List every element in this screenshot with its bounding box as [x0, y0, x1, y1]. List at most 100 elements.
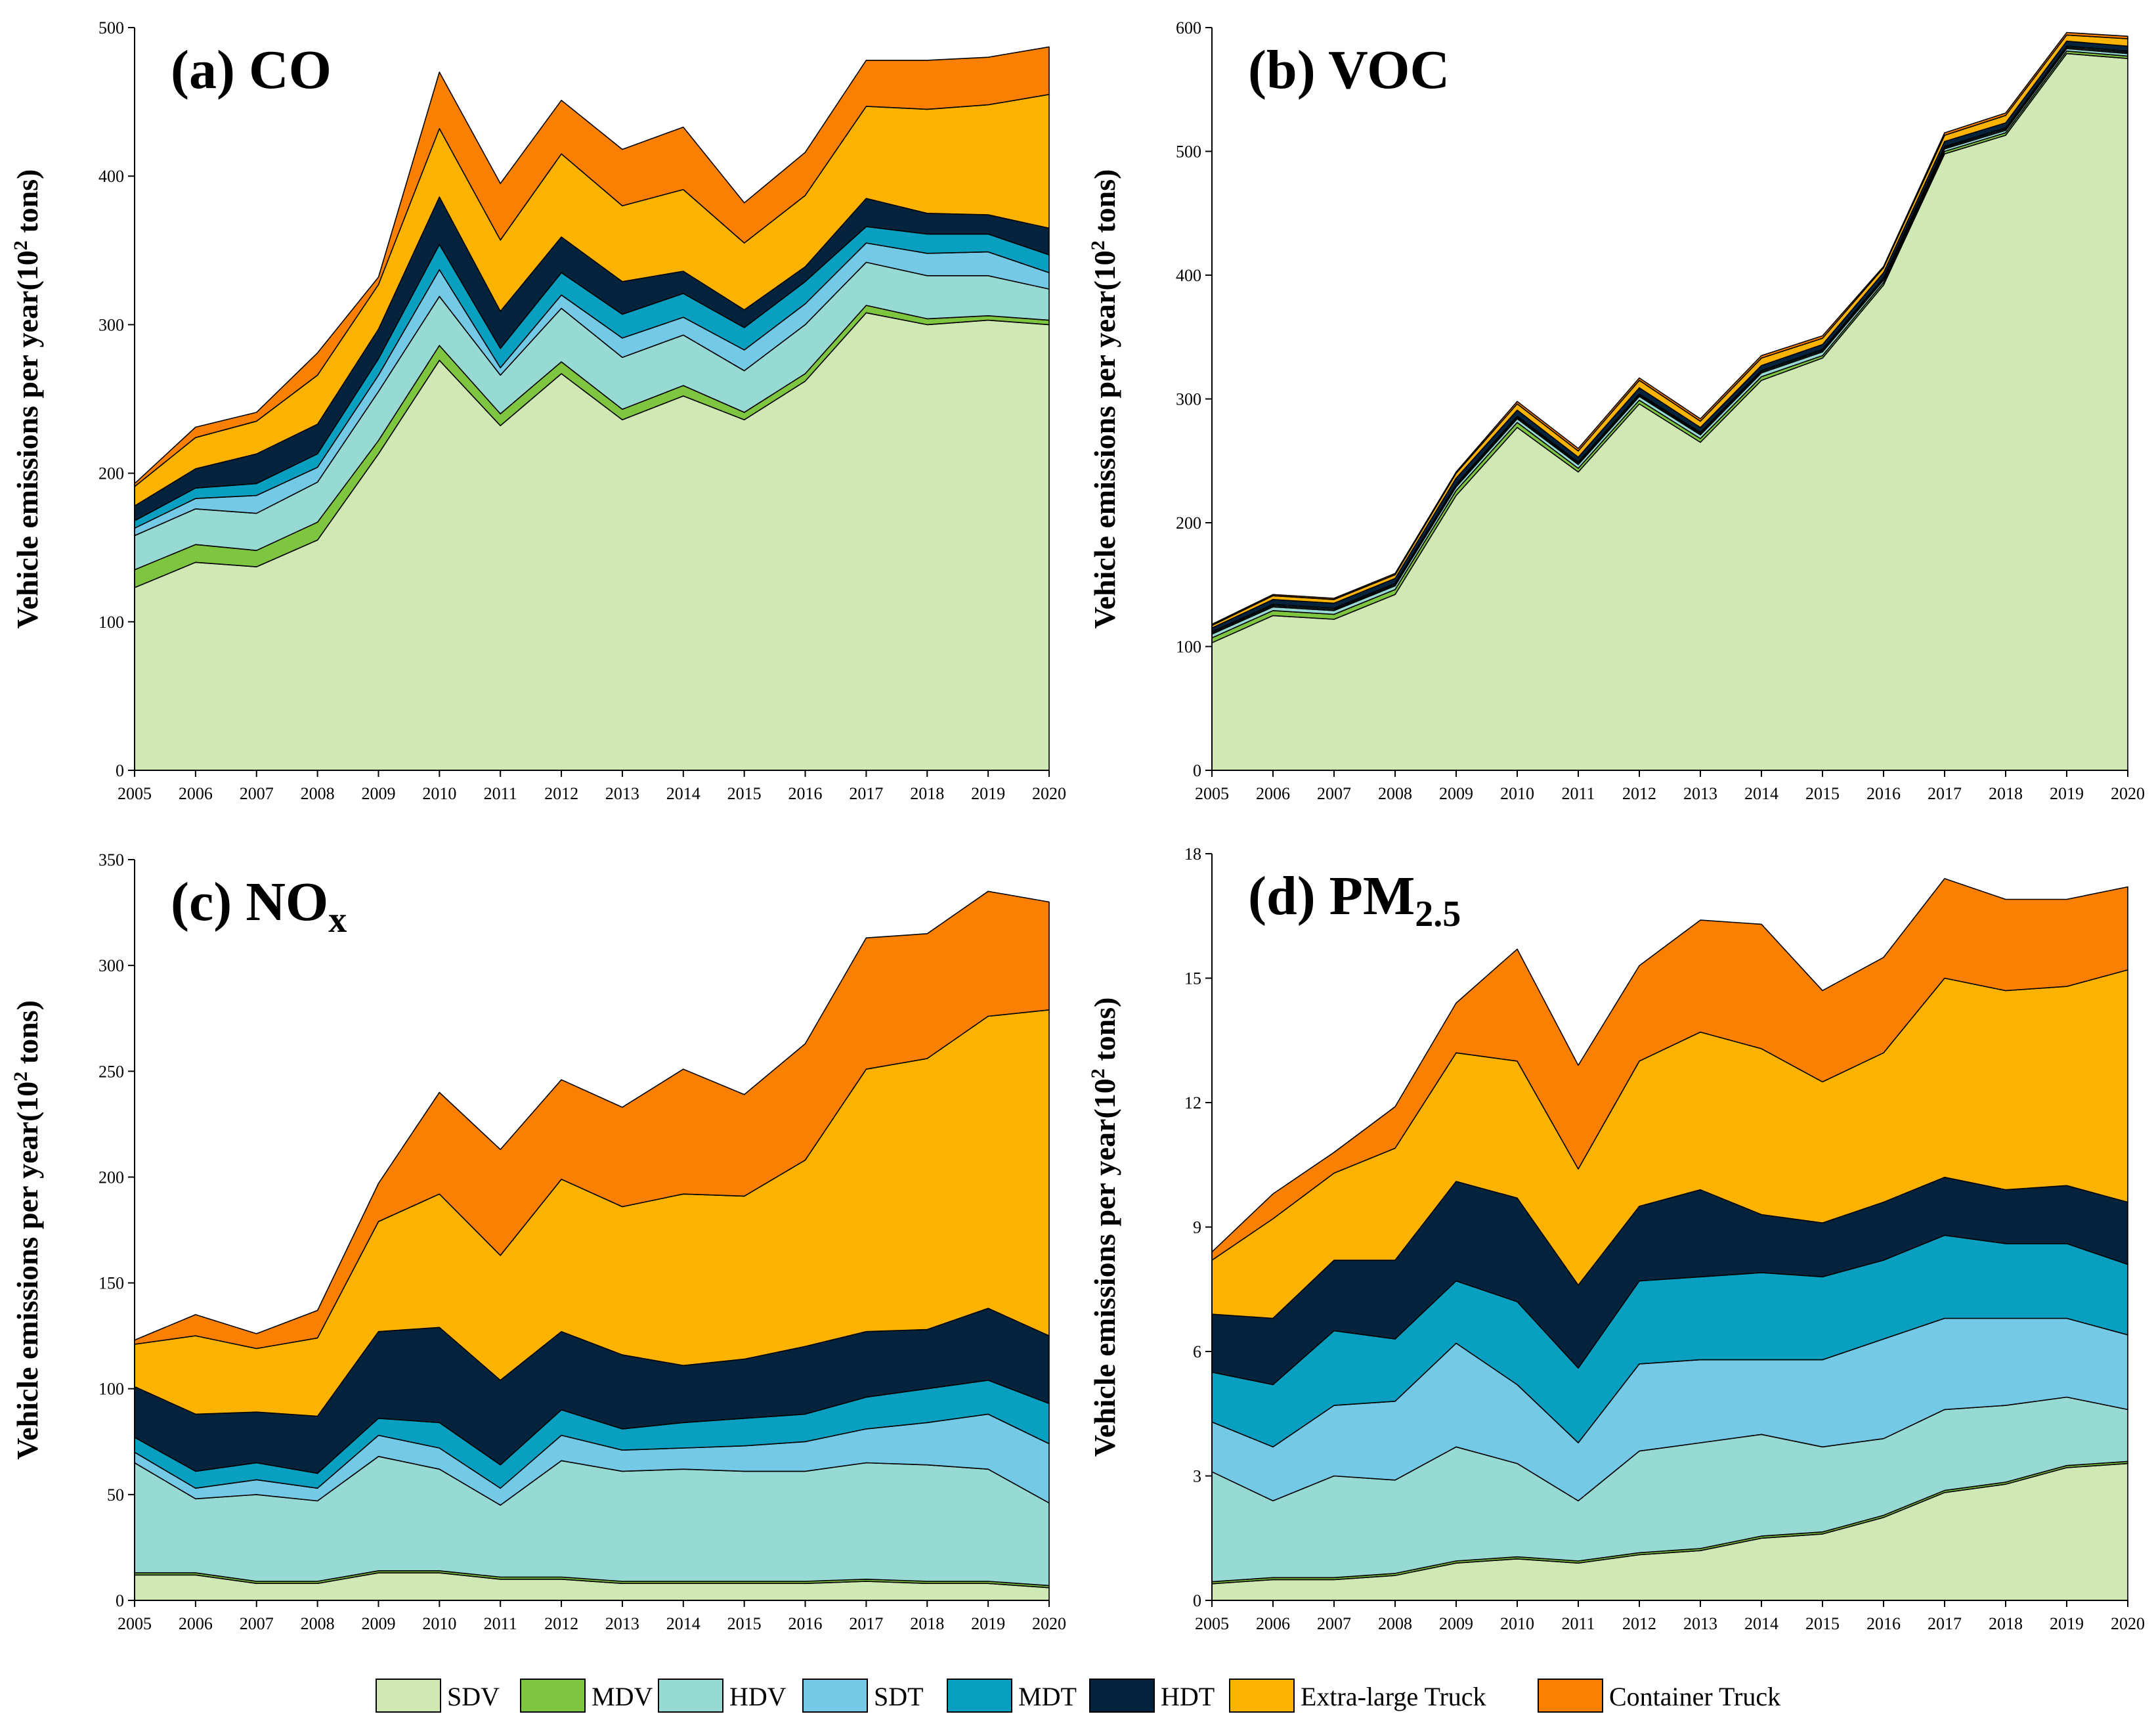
- legend-swatch: [658, 1679, 723, 1713]
- legend-swatch: [947, 1679, 1012, 1713]
- x-tick-label: 2016: [1866, 784, 1901, 803]
- x-tick-label: 2008: [1378, 1614, 1412, 1633]
- y-tick-label: 500: [1176, 143, 1201, 162]
- x-tick-label: 2019: [2050, 784, 2084, 803]
- x-tick-label: 2018: [1989, 1614, 2023, 1633]
- y-tick-label: 100: [98, 613, 124, 632]
- x-tick-label: 2013: [1683, 784, 1717, 803]
- y-tick-label: 300: [1176, 390, 1201, 409]
- area-container-truck: [1211, 32, 2128, 626]
- panel-title: (a) CO: [171, 39, 332, 100]
- legend-label: SDT: [874, 1682, 924, 1711]
- x-tick-label: 2011: [484, 1614, 517, 1633]
- legend-swatch: [1538, 1679, 1603, 1713]
- legend-label: Container Truck: [1609, 1682, 1780, 1711]
- x-tick-label: 2019: [971, 784, 1005, 803]
- x-tick-label: 2012: [1622, 1614, 1656, 1633]
- x-tick-label: 2015: [727, 1614, 762, 1633]
- y-tick-label: 100: [1176, 638, 1201, 657]
- x-tick-label: 2009: [361, 1614, 395, 1633]
- legend-label: SDV: [447, 1682, 500, 1711]
- y-tick-label: 400: [98, 167, 124, 186]
- x-tick-label: 2012: [1622, 784, 1656, 803]
- x-tick-label: 2017: [1928, 1614, 1962, 1633]
- area-container-truck: [134, 890, 1050, 1350]
- x-tick-label: 2013: [1683, 1614, 1717, 1633]
- y-tick-label: 3: [1193, 1467, 1201, 1486]
- y-tick-label: 400: [1176, 266, 1201, 285]
- legend-swatch: [520, 1679, 586, 1713]
- y-axis-title: Vehicle emissions per year(102 tons): [1087, 169, 1121, 629]
- x-tick-label: 2007: [240, 784, 274, 803]
- y-tick-label: 0: [1193, 761, 1201, 780]
- x-tick-label: 2013: [605, 1614, 639, 1633]
- legend-label: MDT: [1018, 1682, 1077, 1711]
- y-tick-label: 200: [1176, 514, 1201, 533]
- x-tick-label: 2016: [788, 784, 823, 803]
- y-tick-label: 12: [1184, 1093, 1201, 1112]
- x-tick-label: 2014: [666, 1614, 701, 1633]
- legend-swatch: [802, 1679, 868, 1713]
- x-tick-label: 2008: [1378, 784, 1412, 803]
- x-tick-label: 2017: [849, 784, 883, 803]
- x-tick-label: 2008: [301, 1614, 335, 1633]
- x-tick-label: 2019: [2050, 1614, 2084, 1633]
- panel-title: (d) PM2.5: [1248, 866, 1461, 934]
- legend-item-hdv: HDV: [658, 1679, 787, 1713]
- x-tick-label: 2011: [1561, 1614, 1595, 1633]
- x-tick-label: 2010: [422, 784, 456, 803]
- y-axis-title: Vehicle emissions per year(102 tons): [1087, 998, 1121, 1457]
- x-tick-label: 2006: [179, 1614, 213, 1633]
- x-tick-label: 2016: [1866, 1614, 1901, 1633]
- x-tick-label: 2009: [1439, 1614, 1473, 1633]
- x-tick-label: 2020: [2111, 1614, 2145, 1633]
- x-tick-label: 2020: [1032, 1614, 1066, 1633]
- y-tick-label: 200: [98, 464, 124, 483]
- x-tick-label: 2012: [544, 1614, 578, 1633]
- legend-label: MDV: [592, 1682, 653, 1711]
- x-tick-label: 2007: [240, 1614, 274, 1633]
- x-tick-label: 2015: [1805, 1614, 1840, 1633]
- legend-item-mdv: MDV: [520, 1679, 653, 1713]
- x-tick-label: 2014: [1744, 784, 1779, 803]
- x-tick-label: 2014: [666, 784, 701, 803]
- x-tick-label: 2015: [727, 784, 762, 803]
- x-tick-label: 2007: [1317, 784, 1351, 803]
- x-tick-label: 2009: [1439, 784, 1473, 803]
- panel-1: 0 100 200 300 400 500 2005 2006 2007 2008 2009 2010…: [10, 18, 1066, 803]
- x-tick-label: 2010: [1500, 1614, 1534, 1633]
- x-tick-label: 2011: [1561, 784, 1595, 803]
- legend-item-mdt: MDT: [947, 1679, 1077, 1713]
- x-tick-label: 2009: [361, 784, 395, 803]
- y-tick-label: 200: [98, 1168, 124, 1187]
- y-tick-label: 6: [1193, 1342, 1201, 1361]
- legend-swatch: [376, 1679, 441, 1713]
- y-tick-label: 50: [107, 1485, 124, 1504]
- y-tick-label: 600: [1176, 18, 1201, 37]
- x-tick-label: 2018: [910, 1614, 944, 1633]
- legend-swatch: [1229, 1679, 1295, 1713]
- y-tick-label: 500: [98, 18, 124, 37]
- legend-label: HDT: [1161, 1682, 1215, 1711]
- panel-3: 0 50 100 150 200 250 300 350 2005 2006 2007 2008 200…: [10, 850, 1066, 1633]
- panel-title: (c) NOx: [171, 871, 347, 940]
- x-tick-label: 2012: [544, 784, 578, 803]
- panel-2: 0 100 200 300 400 500 600 2005 2006 2007 2008 2009 2…: [1087, 18, 2145, 803]
- legend-label: HDV: [729, 1682, 787, 1711]
- y-tick-label: 300: [98, 315, 124, 334]
- panel-4: 0 3 6 9 12 15 18 2005 2006 2007 2008 2009 2010 2011 20…: [1087, 845, 2145, 1633]
- y-tick-label: 300: [98, 956, 124, 975]
- legend-item-hdt: HDT: [1089, 1679, 1215, 1713]
- x-tick-label: 2006: [179, 784, 213, 803]
- y-tick-label: 18: [1184, 845, 1201, 864]
- x-tick-label: 2020: [2111, 784, 2145, 803]
- y-tick-label: 350: [98, 850, 124, 869]
- legend-item-xlt: Extra-large Truck: [1229, 1679, 1486, 1713]
- y-tick-label: 0: [116, 761, 124, 780]
- panel-title: (b) VOC: [1248, 39, 1450, 100]
- x-tick-label: 2020: [1032, 784, 1066, 803]
- legend-swatch: [1089, 1679, 1155, 1713]
- legend: SDV MDV HDV SDT MDT HDT Extra-large Truck Conta…: [376, 1679, 1780, 1713]
